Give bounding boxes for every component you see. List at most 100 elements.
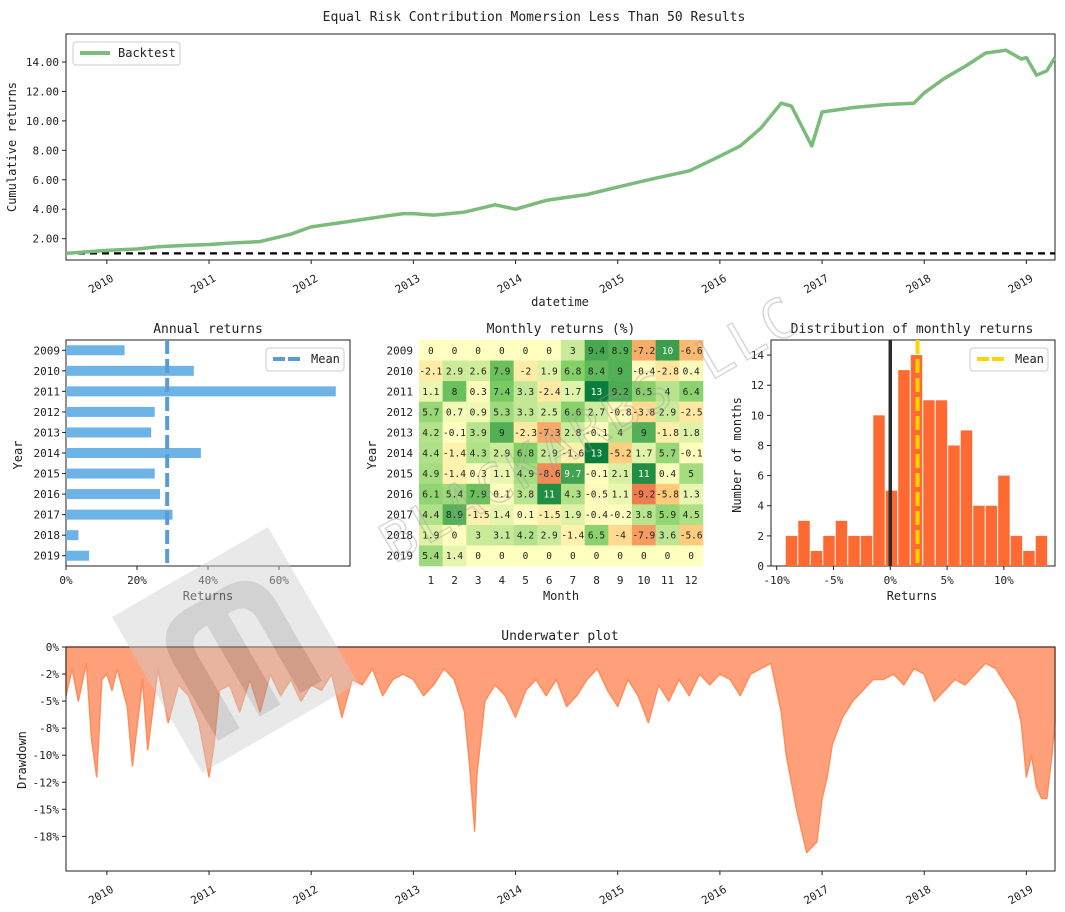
cumulative-y-tick-label: 12.00 — [26, 85, 59, 98]
monthly-y-tick-label: 2013 — [387, 426, 414, 439]
histogram-bar — [848, 535, 860, 566]
heatmap-cell — [655, 360, 680, 382]
heatmap-cell — [655, 422, 680, 444]
heatmap-cell — [442, 340, 467, 361]
heatmap-cell — [584, 442, 609, 464]
heatmap-cell — [419, 545, 443, 567]
heatmap-cell-label: 1.7 — [635, 449, 652, 460]
monthly-y-tick-label: 2009 — [387, 344, 414, 357]
heatmap-cell — [442, 524, 467, 546]
heatmap-cell-label: 13 — [591, 387, 602, 398]
underwater-y-tick-label: -15% — [33, 803, 60, 816]
heatmap-cell — [584, 463, 609, 485]
annual-y-ticks: 2009 2010 2011 2012 2013 2014 2015 2016 2017 2018… — [34, 344, 66, 563]
heatmap-cell-label: 0 — [641, 551, 647, 562]
heatmap-cell-label: 0 — [688, 551, 694, 562]
histogram-bar — [810, 550, 823, 566]
distribution-y-label: Number of months — [730, 397, 744, 513]
heatmap-cell-label: 5.7 — [422, 407, 439, 418]
heatmap-cell — [561, 360, 585, 382]
monthly-y-tick-label: 2019 — [387, 550, 414, 563]
heatmap-cell-label: -1.4 — [443, 469, 466, 480]
heatmap-cell — [584, 422, 609, 444]
heatmap-cell-label: -1.6 — [561, 449, 584, 460]
heatmap-cell — [561, 422, 585, 444]
heatmap-cell — [655, 401, 680, 423]
distribution-x-ticks: -10% -5% 0% 5% 10% — [763, 566, 1014, 587]
annual-x-tick-label: 40% — [198, 574, 218, 587]
cumulative-axes-frame — [65, 33, 1056, 261]
heatmap-cell-label: -2.3 — [514, 428, 537, 439]
heatmap-cell — [679, 422, 704, 444]
heatmap-cell-label: 2.9 — [541, 531, 558, 542]
heatmap-cell — [513, 545, 538, 567]
heatmap-cell — [513, 483, 538, 505]
distribution-y-tick-label: 12 — [751, 379, 764, 392]
underwater-x-tick-label: 2014 — [495, 883, 525, 908]
heatmap-cell — [513, 524, 538, 546]
heatmap-cell — [632, 360, 656, 382]
heatmap-cell-label: -1.5 — [538, 510, 561, 521]
heatmap-cell — [513, 340, 538, 361]
distribution-x-tick-label: 0% — [884, 574, 898, 587]
heatmap-cell-label: 5.7 — [659, 449, 676, 460]
heatmap-cell-label: 11 — [543, 490, 555, 501]
cumulative-x-tick-label: 2015 — [597, 272, 626, 297]
heatmap-cell — [561, 463, 585, 485]
heatmap-cell — [466, 401, 491, 423]
heatmap-cell-label: -6.6 — [680, 346, 703, 357]
annual-y-label: Year — [11, 441, 25, 470]
heatmap-cell-label: -2.5 — [680, 407, 703, 418]
heatmap-cell — [537, 422, 562, 444]
heatmap-cell — [466, 463, 491, 485]
annual-y-tick-label: 2018 — [34, 529, 61, 542]
cumulative-y-tick-label: 14.00 — [26, 56, 59, 69]
underwater-x-tick-label: 2015 — [597, 883, 626, 908]
heatmap-cell — [537, 545, 562, 567]
heatmap-cell-label: 4.2 — [422, 428, 439, 439]
heatmap-cell-label: 0 — [546, 346, 552, 357]
heatmap-cell — [513, 463, 538, 485]
monthly-y-tick-label: 2014 — [387, 447, 414, 460]
monthly-y-label: Year — [365, 441, 379, 470]
distribution-title: Distribution of monthly returns — [791, 322, 1034, 337]
cumulative-y-tick-label: 6.00 — [33, 174, 60, 187]
histogram-bar — [860, 535, 873, 566]
heatmap-cell — [561, 381, 585, 402]
monthly-x-tick-label: 6 — [546, 574, 553, 587]
heatmap-cell — [679, 401, 704, 423]
monthly-y-tick-label: 2017 — [387, 509, 414, 522]
heatmap-cell-label: 1.9 — [564, 510, 581, 521]
cumulative-y-tick-label: 10.00 — [26, 115, 59, 128]
heatmap-cell-label: 5.4 — [422, 551, 439, 562]
distribution-legend-label: Mean — [1015, 352, 1044, 366]
heatmap-cell-label: 0 — [594, 551, 600, 562]
heatmap-cell — [561, 340, 585, 361]
heatmap-cell-label: -3.8 — [632, 407, 655, 418]
heatmap-cell — [584, 524, 609, 546]
heatmap-cell — [679, 545, 704, 567]
heatmap-cell-label: -5.8 — [656, 490, 679, 501]
heatmap-cell-label: -0.1 — [443, 428, 466, 439]
heatmap-cell — [561, 524, 585, 546]
heatmap-cell-label: 6.5 — [635, 387, 652, 398]
underwater-x-tick-label: 2017 — [802, 883, 831, 908]
underwater-panel: Underwater plot 0% -2% -5% -8% -10% -12% -15% -… — [15, 629, 1056, 908]
monthly-x-tick-label: 5 — [522, 574, 529, 587]
heatmap-cell — [537, 483, 562, 505]
heatmap-cell-label: 0.1 — [493, 490, 510, 501]
heatmap-cell-label: -1.4 — [443, 449, 466, 460]
histogram-bar — [948, 445, 960, 566]
heatmap-cell-label: 4.4 — [422, 449, 439, 460]
cumulative-y-tick-label: 4.00 — [33, 203, 60, 216]
heatmap-cell-label: -4 — [614, 531, 626, 542]
heatmap-cell-label: 6.6 — [564, 407, 581, 418]
cumulative-legend-box — [72, 41, 181, 66]
heatmap-cell — [419, 442, 443, 464]
heatmap-cell-label: 4.2 — [517, 531, 534, 542]
heatmap-cell-label: 3 — [570, 346, 576, 357]
heatmap-cell-label: 2.6 — [470, 366, 487, 377]
heatmap-cell — [419, 340, 443, 361]
heatmap-cell — [655, 545, 680, 567]
